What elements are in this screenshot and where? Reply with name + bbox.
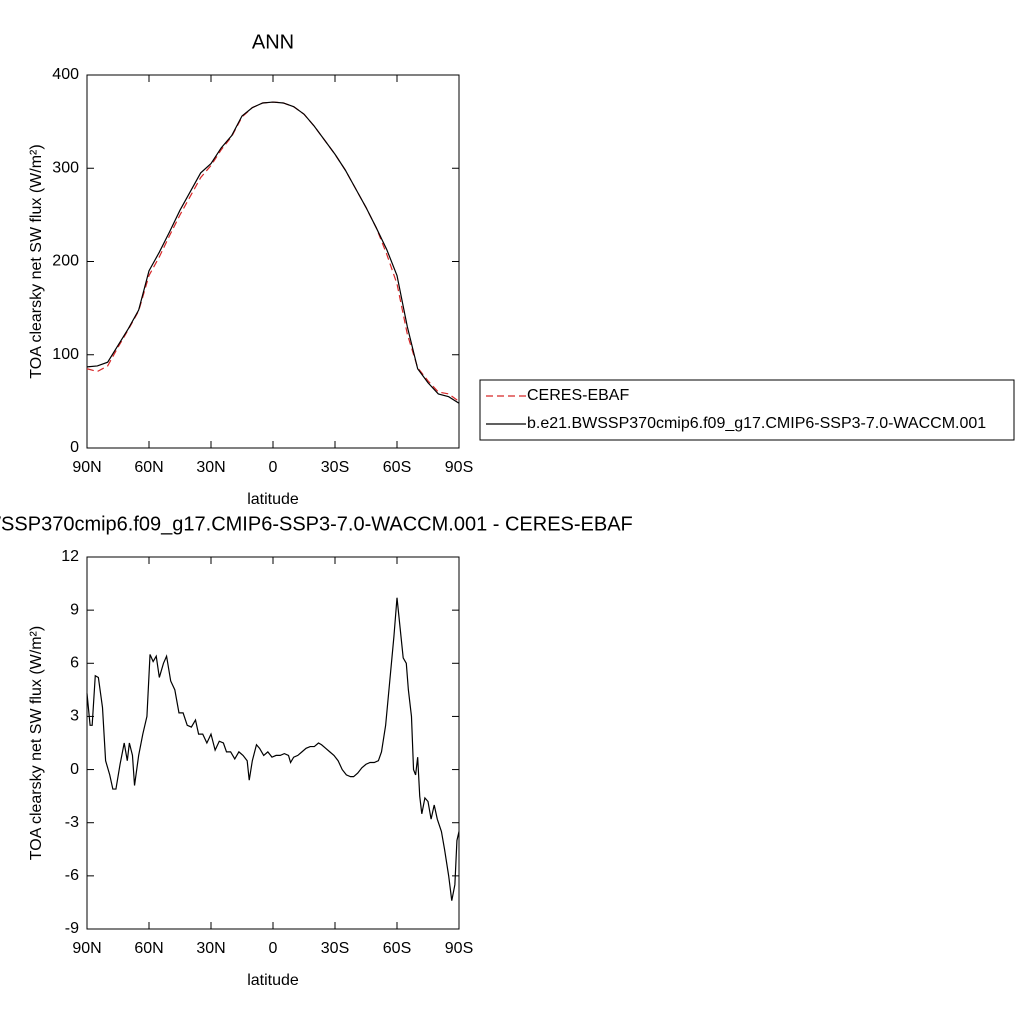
- x-tick-label: 30S: [321, 940, 349, 957]
- y-tick-label: 12: [61, 548, 79, 565]
- data-line: [86, 597, 460, 901]
- x-tick-label: 90S: [445, 940, 473, 957]
- legend: CERES-EBAF b.e21.BWSSP370cmip6.f09_g17.CM…: [479, 379, 1015, 441]
- plot-frame: [86, 556, 460, 930]
- y-tick-label: 6: [70, 655, 79, 672]
- y-tick-label: -3: [65, 814, 79, 831]
- x-tick-label: 90N: [72, 459, 101, 476]
- x-tick-label: 60N: [134, 459, 163, 476]
- y-tick-label: 400: [52, 66, 79, 83]
- x-tick-label: 30S: [321, 459, 349, 476]
- y-tick-label: 0: [70, 761, 79, 778]
- y-axis-label: TOA clearsky net SW flux (W/m²): [28, 144, 45, 378]
- x-tick-label: 0: [269, 459, 278, 476]
- x-tick-label: 90S: [445, 459, 473, 476]
- legend-label: CERES-EBAF: [527, 387, 629, 404]
- y-tick-label: -6: [65, 867, 79, 884]
- y-tick-label: 300: [52, 159, 79, 176]
- x-axis-label: latitude: [247, 972, 299, 989]
- x-tick-label: 30N: [196, 940, 225, 957]
- x-tick-label: 90N: [72, 940, 101, 957]
- x-tick-label: 60S: [383, 940, 411, 957]
- x-tick-label: 60N: [134, 940, 163, 957]
- y-tick-label: -9: [65, 920, 79, 937]
- x-axis-label: latitude: [247, 491, 299, 508]
- data-line: [86, 101, 460, 404]
- y-axis-label: TOA clearsky net SW flux (W/m²): [28, 626, 45, 860]
- plot-frame: [86, 74, 460, 449]
- chart-title: ANN: [252, 31, 294, 53]
- data-line: [86, 101, 460, 402]
- y-tick-label: 0: [70, 439, 79, 456]
- x-tick-label: 30N: [196, 459, 225, 476]
- legend-box: [479, 379, 1015, 441]
- y-tick-label: 200: [52, 253, 79, 270]
- y-tick-label: 3: [70, 708, 79, 725]
- y-tick-label: 9: [70, 601, 79, 618]
- chart-title: b.e21.BWSSP370cmip6.f09_g17.CMIP6-SSP3-7…: [0, 513, 633, 535]
- x-tick-label: 60S: [383, 459, 411, 476]
- legend-label: b.e21.BWSSP370cmip6.f09_g17.CMIP6-SSP3-7…: [527, 415, 986, 432]
- x-tick-label: 0: [269, 940, 278, 957]
- y-tick-label: 100: [52, 346, 79, 363]
